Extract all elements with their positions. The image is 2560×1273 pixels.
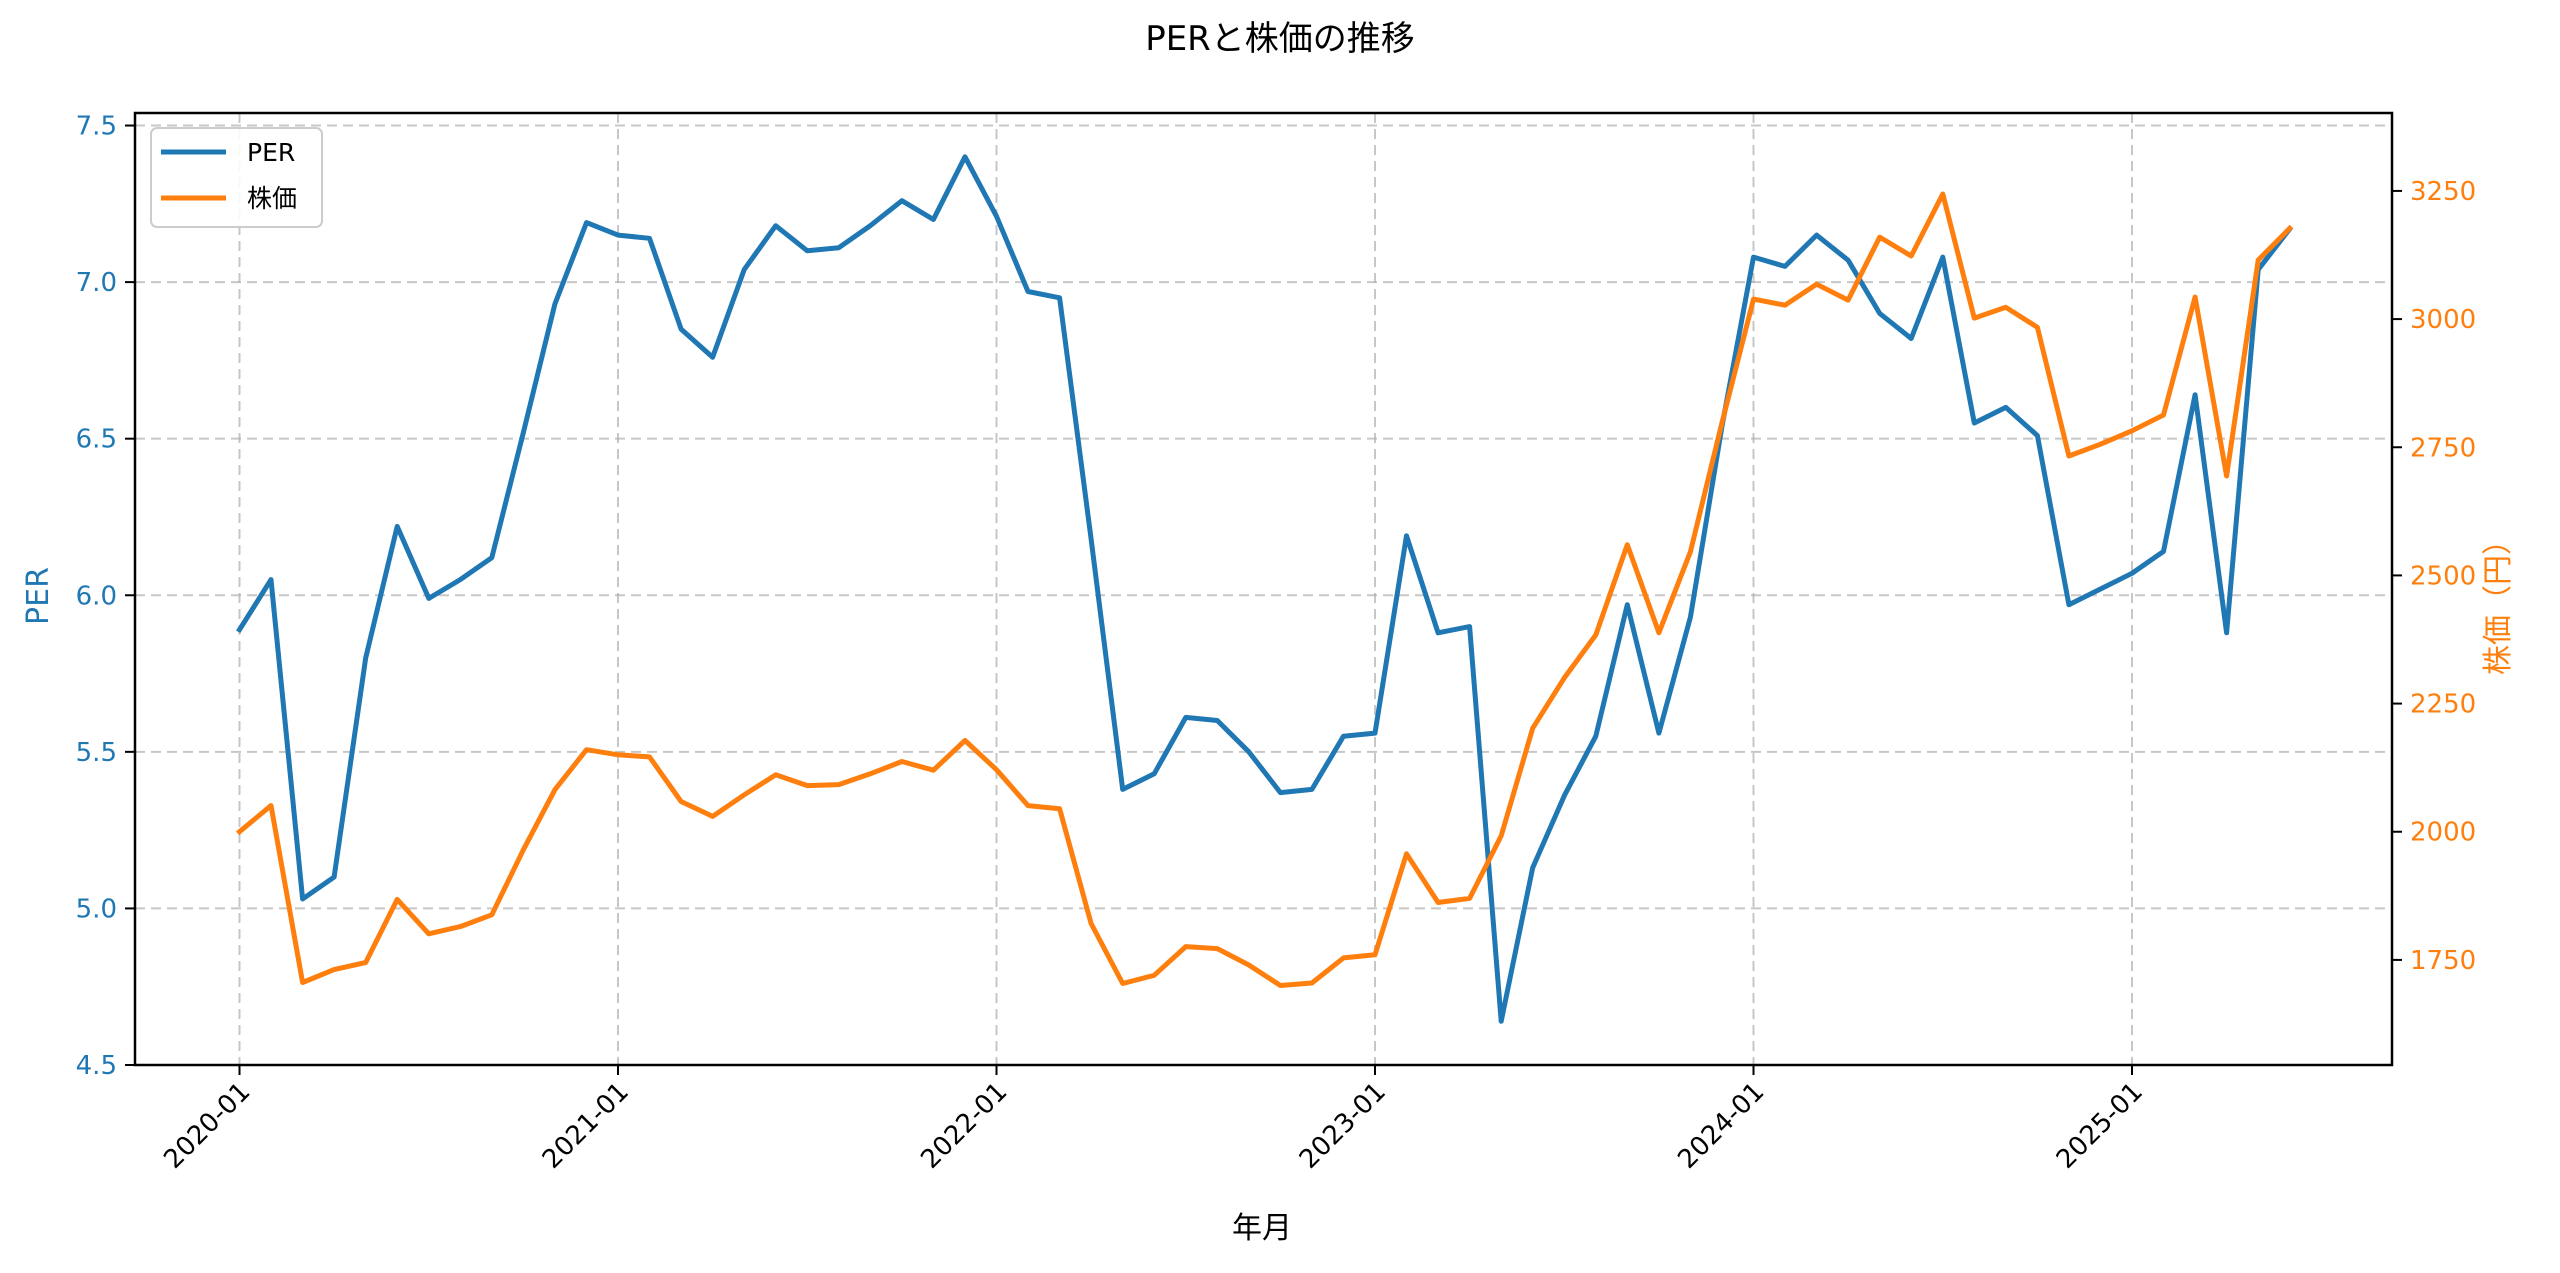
y-tick-label-left: 7.5 bbox=[76, 112, 117, 142]
y-axis-left-ticks: 4.5 5.0 5.5 6.0 6.5 7.0 7.5 bbox=[76, 112, 135, 1081]
x-axis-ticks: 2020-01 2021-01 2022-01 2023-01 2024-01 2025-… bbox=[158, 1065, 2149, 1175]
legend-label-per: PER bbox=[247, 138, 295, 167]
y-tick-label-left: 4.5 bbox=[76, 1051, 117, 1081]
x-tick-label: 2022-01 bbox=[915, 1077, 1013, 1175]
y-axis-label-left: PER bbox=[21, 567, 56, 625]
x-tick-label: 2020-01 bbox=[158, 1077, 256, 1175]
y-tick-label-left: 5.5 bbox=[76, 738, 117, 768]
plot-lines bbox=[235, 154, 2294, 1024]
y-tick-label-right: 2000 bbox=[2410, 818, 2476, 848]
grid-lines bbox=[135, 113, 2392, 1066]
series-line-price bbox=[235, 191, 2294, 988]
legend: PER 株価 bbox=[150, 127, 323, 228]
axes-frame bbox=[133, 111, 2394, 1067]
x-axis-label: 年月 bbox=[1232, 1211, 1292, 1246]
y-tick-label-left: 6.5 bbox=[76, 425, 117, 455]
series-line-per bbox=[236, 154, 2294, 1024]
legend-label-price: 株価 bbox=[247, 184, 297, 213]
x-tick-label: 2024-01 bbox=[1672, 1077, 1770, 1175]
y-tick-label-left: 7.0 bbox=[76, 268, 117, 298]
y-axis-label-right: 株価（円） bbox=[2481, 525, 2516, 675]
y-tick-label-right: 3250 bbox=[2410, 177, 2476, 207]
x-tick-label: 2021-01 bbox=[537, 1077, 635, 1175]
y-tick-label-right: 2500 bbox=[2410, 561, 2476, 591]
y-tick-label-left: 6.0 bbox=[76, 581, 117, 611]
x-tick-label: 2023-01 bbox=[1294, 1077, 1392, 1175]
y-tick-label-right: 2750 bbox=[2410, 433, 2476, 463]
x-tick-label: 2025-01 bbox=[2051, 1077, 2149, 1175]
y-axis-right-ticks: 1750 2000 2250 2500 2750 3000 3250 bbox=[2392, 177, 2476, 976]
y-tick-label-left: 5.0 bbox=[76, 894, 117, 924]
y-tick-label-right: 2250 bbox=[2410, 690, 2476, 720]
chart-title: PERと株価の推移 bbox=[1145, 19, 1415, 59]
y-tick-label-right: 1750 bbox=[2410, 946, 2476, 976]
y-tick-label-right: 3000 bbox=[2410, 305, 2476, 335]
